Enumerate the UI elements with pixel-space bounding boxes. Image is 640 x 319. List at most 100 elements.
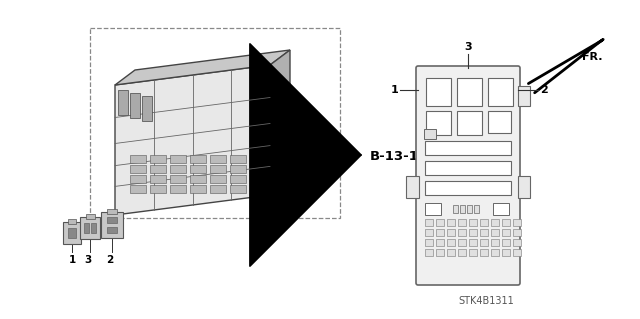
Bar — [425, 161, 511, 175]
Bar — [460, 205, 465, 213]
Bar — [210, 165, 226, 173]
Bar — [108, 217, 116, 223]
Bar — [150, 155, 166, 163]
Bar — [447, 239, 455, 246]
Bar — [491, 249, 499, 256]
Bar — [502, 219, 510, 226]
Bar — [426, 78, 451, 106]
Bar — [488, 78, 513, 106]
Text: STK4B1311: STK4B1311 — [458, 296, 515, 307]
Bar — [424, 129, 436, 139]
Bar — [488, 111, 511, 133]
Bar — [230, 155, 246, 163]
Bar — [190, 155, 206, 163]
Bar — [458, 239, 466, 246]
Bar — [469, 249, 477, 256]
Text: 3: 3 — [464, 42, 472, 52]
Bar — [190, 185, 206, 193]
Bar — [469, 219, 477, 226]
Bar — [447, 219, 455, 226]
Bar — [480, 219, 488, 226]
Bar — [447, 249, 455, 256]
Bar — [150, 175, 166, 183]
Bar — [467, 205, 472, 213]
Bar — [491, 239, 499, 246]
Bar — [68, 219, 76, 224]
Bar — [425, 239, 433, 246]
Polygon shape — [115, 50, 290, 85]
Bar — [425, 229, 433, 236]
Bar — [513, 229, 521, 236]
Bar — [425, 219, 433, 226]
Bar — [453, 205, 458, 213]
Polygon shape — [270, 50, 290, 195]
Bar — [474, 205, 479, 213]
Bar — [230, 185, 246, 193]
Bar — [458, 249, 466, 256]
FancyBboxPatch shape — [101, 212, 123, 238]
Bar — [150, 185, 166, 193]
Bar — [86, 214, 95, 219]
Bar — [130, 185, 146, 193]
Bar — [469, 239, 477, 246]
Bar — [210, 155, 226, 163]
Bar — [142, 96, 152, 121]
Text: 1: 1 — [68, 255, 76, 265]
Bar — [425, 181, 511, 195]
Bar — [458, 219, 466, 226]
Bar — [493, 203, 509, 215]
Bar — [170, 185, 186, 193]
Bar — [436, 249, 444, 256]
FancyBboxPatch shape — [63, 222, 81, 244]
Bar — [130, 165, 146, 173]
Bar — [190, 175, 206, 183]
Bar — [190, 165, 206, 173]
Text: 2: 2 — [106, 255, 114, 265]
Bar — [230, 175, 246, 183]
Text: B-13-10: B-13-10 — [370, 150, 428, 162]
Bar — [90, 28, 340, 218]
Bar — [513, 219, 521, 226]
Bar — [210, 185, 226, 193]
Text: 3: 3 — [84, 255, 92, 265]
Bar — [469, 229, 477, 236]
Bar — [425, 203, 441, 215]
Polygon shape — [115, 65, 270, 215]
Bar — [130, 155, 146, 163]
Bar — [170, 155, 186, 163]
Bar — [210, 175, 226, 183]
FancyBboxPatch shape — [416, 66, 520, 285]
Bar — [513, 249, 521, 256]
Bar — [502, 239, 510, 246]
Bar — [107, 209, 117, 214]
Bar — [518, 86, 530, 106]
Bar — [108, 227, 116, 233]
Bar — [230, 165, 246, 173]
Bar — [118, 90, 128, 115]
Bar — [170, 165, 186, 173]
Bar — [447, 229, 455, 236]
Text: 2: 2 — [540, 85, 548, 95]
Bar — [150, 165, 166, 173]
Bar — [458, 229, 466, 236]
Bar — [406, 176, 419, 198]
Bar — [457, 78, 482, 106]
Bar — [491, 229, 499, 236]
Bar — [513, 239, 521, 246]
Bar — [502, 249, 510, 256]
Bar — [170, 175, 186, 183]
Bar — [130, 175, 146, 183]
Bar — [84, 223, 88, 233]
Bar — [480, 249, 488, 256]
Bar — [436, 229, 444, 236]
Text: 1: 1 — [390, 85, 398, 95]
Text: FR.: FR. — [582, 52, 602, 62]
Bar — [92, 223, 95, 233]
Bar — [130, 93, 140, 118]
FancyBboxPatch shape — [80, 217, 100, 239]
Bar — [502, 229, 510, 236]
Bar — [436, 219, 444, 226]
Bar — [491, 219, 499, 226]
Bar — [480, 239, 488, 246]
Bar — [480, 229, 488, 236]
